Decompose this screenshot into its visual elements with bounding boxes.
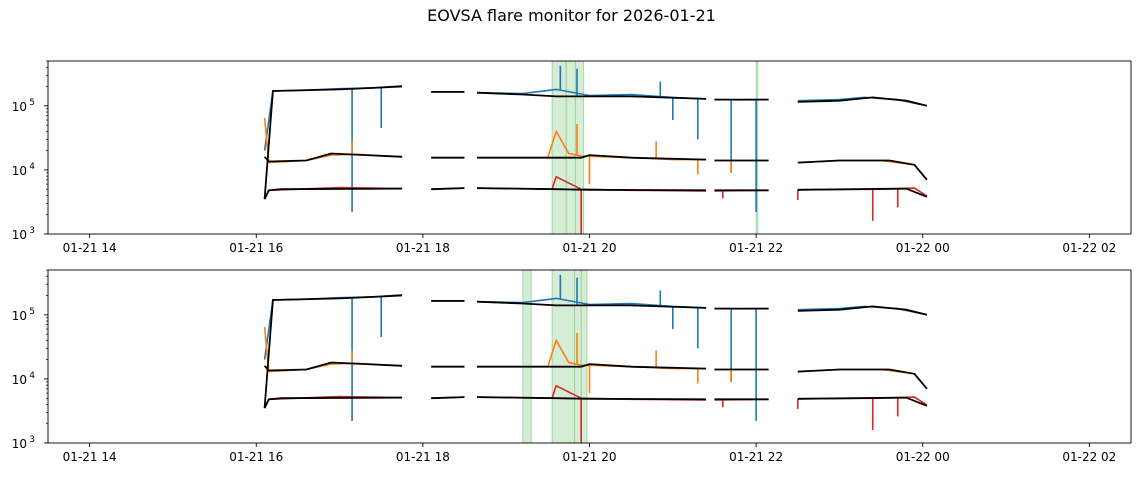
y-tick-exponent: 5 — [29, 98, 35, 108]
y-tick-label: 10 — [12, 437, 27, 451]
x-tick-label: 01-21 16 — [229, 241, 283, 255]
y-tick-exponent: 4 — [29, 162, 35, 172]
series-smooth-line — [797, 159, 928, 181]
series-smooth-line — [263, 294, 403, 409]
chart-title: EOVSA flare monitor for 2026-01-21 — [427, 6, 716, 25]
x-tick-label: 01-21 20 — [563, 241, 617, 255]
series-smooth-line — [476, 187, 707, 192]
axes-frame — [47, 269, 1132, 444]
x-tick-label: 01-22 02 — [1062, 241, 1116, 255]
y-tick-label: 10 — [12, 373, 27, 387]
x-tick-label: 01-21 18 — [396, 241, 450, 255]
series-smooth-line — [797, 305, 928, 316]
series-smooth-line — [263, 361, 403, 372]
plot-area — [263, 61, 928, 234]
series-smooth-line — [797, 96, 928, 107]
x-tick-label: 01-21 14 — [63, 450, 117, 464]
y-tick-label: 10 — [12, 228, 27, 242]
series-smooth-line — [263, 85, 403, 200]
flare-band — [551, 61, 585, 234]
series-smooth-line — [431, 396, 465, 400]
series-smooth-line — [476, 300, 707, 309]
plot-area — [263, 270, 928, 443]
y-tick-label: 10 — [12, 164, 27, 178]
y-tick-exponent: 3 — [29, 435, 35, 445]
series-smooth-line — [476, 91, 707, 100]
axes-frame — [47, 60, 1132, 235]
x-tick-label: 01-21 22 — [729, 241, 783, 255]
x-tick-label: 01-21 20 — [563, 450, 617, 464]
x-tick-label: 01-21 14 — [63, 241, 117, 255]
x-tick-label: 01-21 18 — [396, 450, 450, 464]
series-smooth-line — [797, 396, 928, 407]
y-tick-label: 10 — [12, 100, 27, 114]
y-tick-exponent: 5 — [29, 307, 35, 317]
series-smooth-line — [476, 396, 707, 401]
series-smooth-line — [797, 187, 928, 198]
flare-band — [522, 270, 532, 443]
y-tick-exponent: 3 — [29, 226, 35, 236]
series-smooth-line — [797, 368, 928, 390]
x-tick-label: 01-21 16 — [229, 450, 283, 464]
x-tick-label: 01-22 00 — [896, 450, 950, 464]
series-smooth-line — [263, 187, 403, 200]
x-tick-label: 01-22 02 — [1062, 450, 1116, 464]
y-tick-exponent: 4 — [29, 371, 35, 381]
series-smooth-line — [263, 396, 403, 409]
x-tick-label: 01-22 00 — [896, 241, 950, 255]
y-tick-label: 10 — [12, 309, 27, 323]
x-tick-label: 01-21 22 — [729, 450, 783, 464]
series-smooth-line — [263, 152, 403, 163]
series-smooth-line — [431, 187, 465, 191]
series-smooth-line — [477, 363, 707, 370]
series-smooth-line — [477, 154, 707, 161]
